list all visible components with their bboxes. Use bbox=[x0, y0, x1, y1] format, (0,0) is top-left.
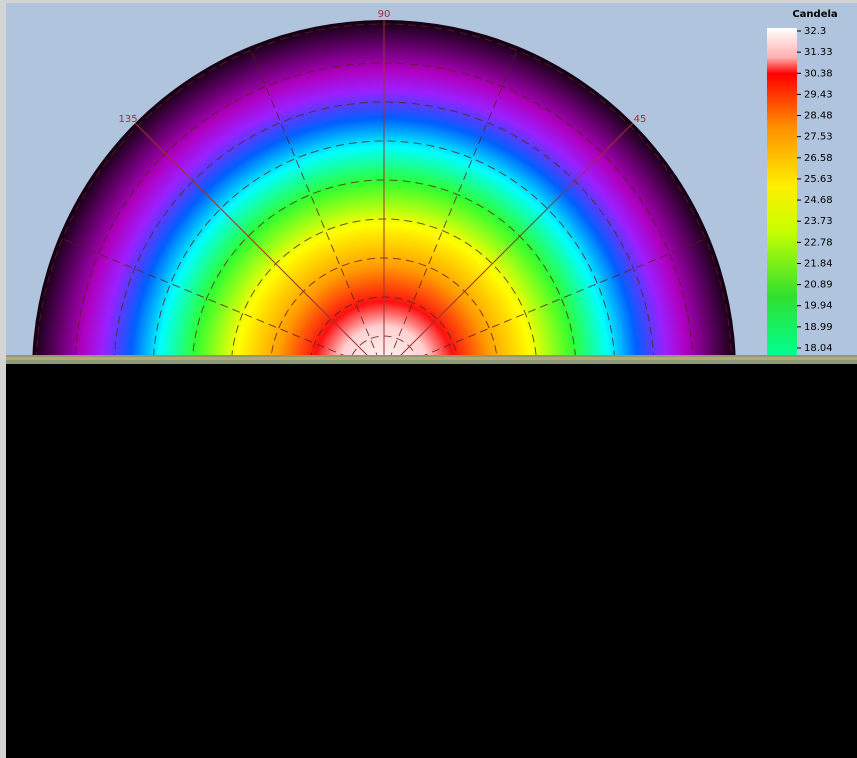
colorbar-tick-label: 20.89 bbox=[804, 280, 833, 291]
grid-spoke bbox=[418, 236, 710, 357]
colorbar-tick-label: 18.04 bbox=[804, 343, 833, 354]
grid-spoke bbox=[58, 236, 350, 357]
angle-label: 135 bbox=[118, 114, 137, 125]
colorbar-tick-label: 30.38 bbox=[804, 68, 833, 79]
colorbar-title: Candela bbox=[792, 9, 837, 20]
noise-strip bbox=[6, 357, 857, 360]
colorbar-tick-label: 19.94 bbox=[804, 301, 833, 312]
black-area bbox=[6, 364, 857, 758]
colorbar-tick-label: 32.3 bbox=[804, 26, 826, 37]
grid-spoke bbox=[389, 46, 520, 357]
colorbar-tick-label: 27.53 bbox=[804, 132, 833, 143]
colorbar-tick-label: 28.48 bbox=[804, 111, 833, 122]
angle-label: 90 bbox=[378, 9, 391, 20]
polar-plot bbox=[32, 20, 736, 357]
colorbar-tick-label: 23.73 bbox=[804, 216, 833, 227]
colorbar-tick-label: 21.84 bbox=[804, 258, 833, 269]
grid-spoke bbox=[248, 46, 379, 357]
angle-label: 45 bbox=[634, 114, 647, 125]
angle-line bbox=[398, 122, 634, 357]
colorbar-tick-label: 29.43 bbox=[804, 89, 833, 100]
colorbar-tick-label: 24.68 bbox=[804, 195, 833, 206]
colorbar-tick-label: 18.99 bbox=[804, 322, 833, 333]
colorbar-tick-label: 31.33 bbox=[804, 47, 833, 58]
colorbar-tick-label: 22.78 bbox=[804, 237, 833, 248]
colorbar-tick-label: 25.63 bbox=[804, 174, 833, 185]
angle-line bbox=[134, 122, 370, 357]
colorbar bbox=[767, 28, 797, 355]
colorbar-tick-label: 26.58 bbox=[804, 153, 833, 164]
